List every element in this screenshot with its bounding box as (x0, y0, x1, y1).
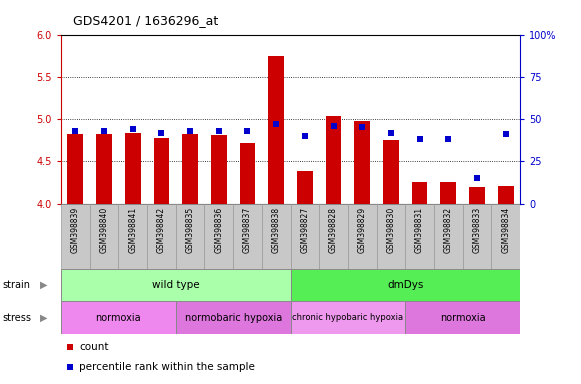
Text: GSM398831: GSM398831 (415, 207, 424, 253)
Text: ▶: ▶ (40, 313, 47, 323)
Text: GSM398835: GSM398835 (185, 207, 195, 253)
Bar (61, 269, 290, 301)
Bar (61, 204, 89, 269)
Text: GSM398839: GSM398839 (71, 207, 80, 253)
Text: GSM398838: GSM398838 (272, 207, 281, 253)
Bar (348, 204, 376, 269)
Bar (290, 204, 319, 269)
Text: GDS4201 / 1636296_at: GDS4201 / 1636296_at (73, 14, 218, 27)
Bar (182, 134, 198, 204)
Bar (469, 187, 485, 204)
Bar (147, 204, 175, 269)
Bar (290, 301, 406, 334)
Text: strain: strain (3, 280, 31, 290)
Bar (297, 171, 313, 204)
Bar (61, 301, 175, 334)
Bar (262, 204, 290, 269)
Text: ▶: ▶ (40, 280, 47, 290)
Bar (175, 204, 205, 269)
Bar (233, 204, 262, 269)
Bar (290, 269, 520, 301)
Bar (205, 204, 233, 269)
Text: stress: stress (3, 313, 32, 323)
Bar (498, 186, 514, 204)
Text: wild type: wild type (152, 280, 199, 290)
Text: GSM398836: GSM398836 (214, 207, 223, 253)
Text: GSM398827: GSM398827 (300, 207, 309, 253)
Text: normobaric hypoxia: normobaric hypoxia (185, 313, 282, 323)
Text: GSM398834: GSM398834 (501, 207, 510, 253)
Text: percentile rank within the sample: percentile rank within the sample (80, 362, 255, 372)
Bar (492, 204, 520, 269)
Text: GSM398828: GSM398828 (329, 207, 338, 253)
Bar (440, 182, 456, 204)
Bar (376, 204, 406, 269)
Bar (354, 121, 370, 204)
Bar (211, 135, 227, 204)
Bar (406, 204, 434, 269)
Text: GSM398837: GSM398837 (243, 207, 252, 253)
Text: normoxia: normoxia (440, 313, 486, 323)
Text: GSM398833: GSM398833 (472, 207, 482, 253)
Text: dmDys: dmDys (387, 280, 424, 290)
Bar (268, 56, 284, 204)
Text: count: count (80, 342, 109, 352)
Bar (325, 116, 342, 204)
Bar (125, 133, 141, 204)
Text: GSM398840: GSM398840 (99, 207, 109, 253)
Bar (239, 143, 256, 204)
Bar (96, 134, 112, 204)
Bar (153, 137, 169, 204)
Text: chronic hypobaric hypoxia: chronic hypobaric hypoxia (292, 313, 403, 322)
Text: GSM398832: GSM398832 (444, 207, 453, 253)
Bar (434, 204, 462, 269)
Text: GSM398830: GSM398830 (386, 207, 396, 253)
Text: GSM398841: GSM398841 (128, 207, 137, 253)
Bar (383, 140, 399, 204)
Text: GSM398842: GSM398842 (157, 207, 166, 253)
Bar (462, 204, 492, 269)
Bar (89, 204, 119, 269)
Bar (319, 204, 348, 269)
Bar (412, 182, 428, 204)
Bar (175, 301, 290, 334)
Bar (67, 134, 83, 204)
Text: GSM398829: GSM398829 (358, 207, 367, 253)
Text: normoxia: normoxia (95, 313, 141, 323)
Bar (406, 301, 520, 334)
Bar (119, 204, 147, 269)
